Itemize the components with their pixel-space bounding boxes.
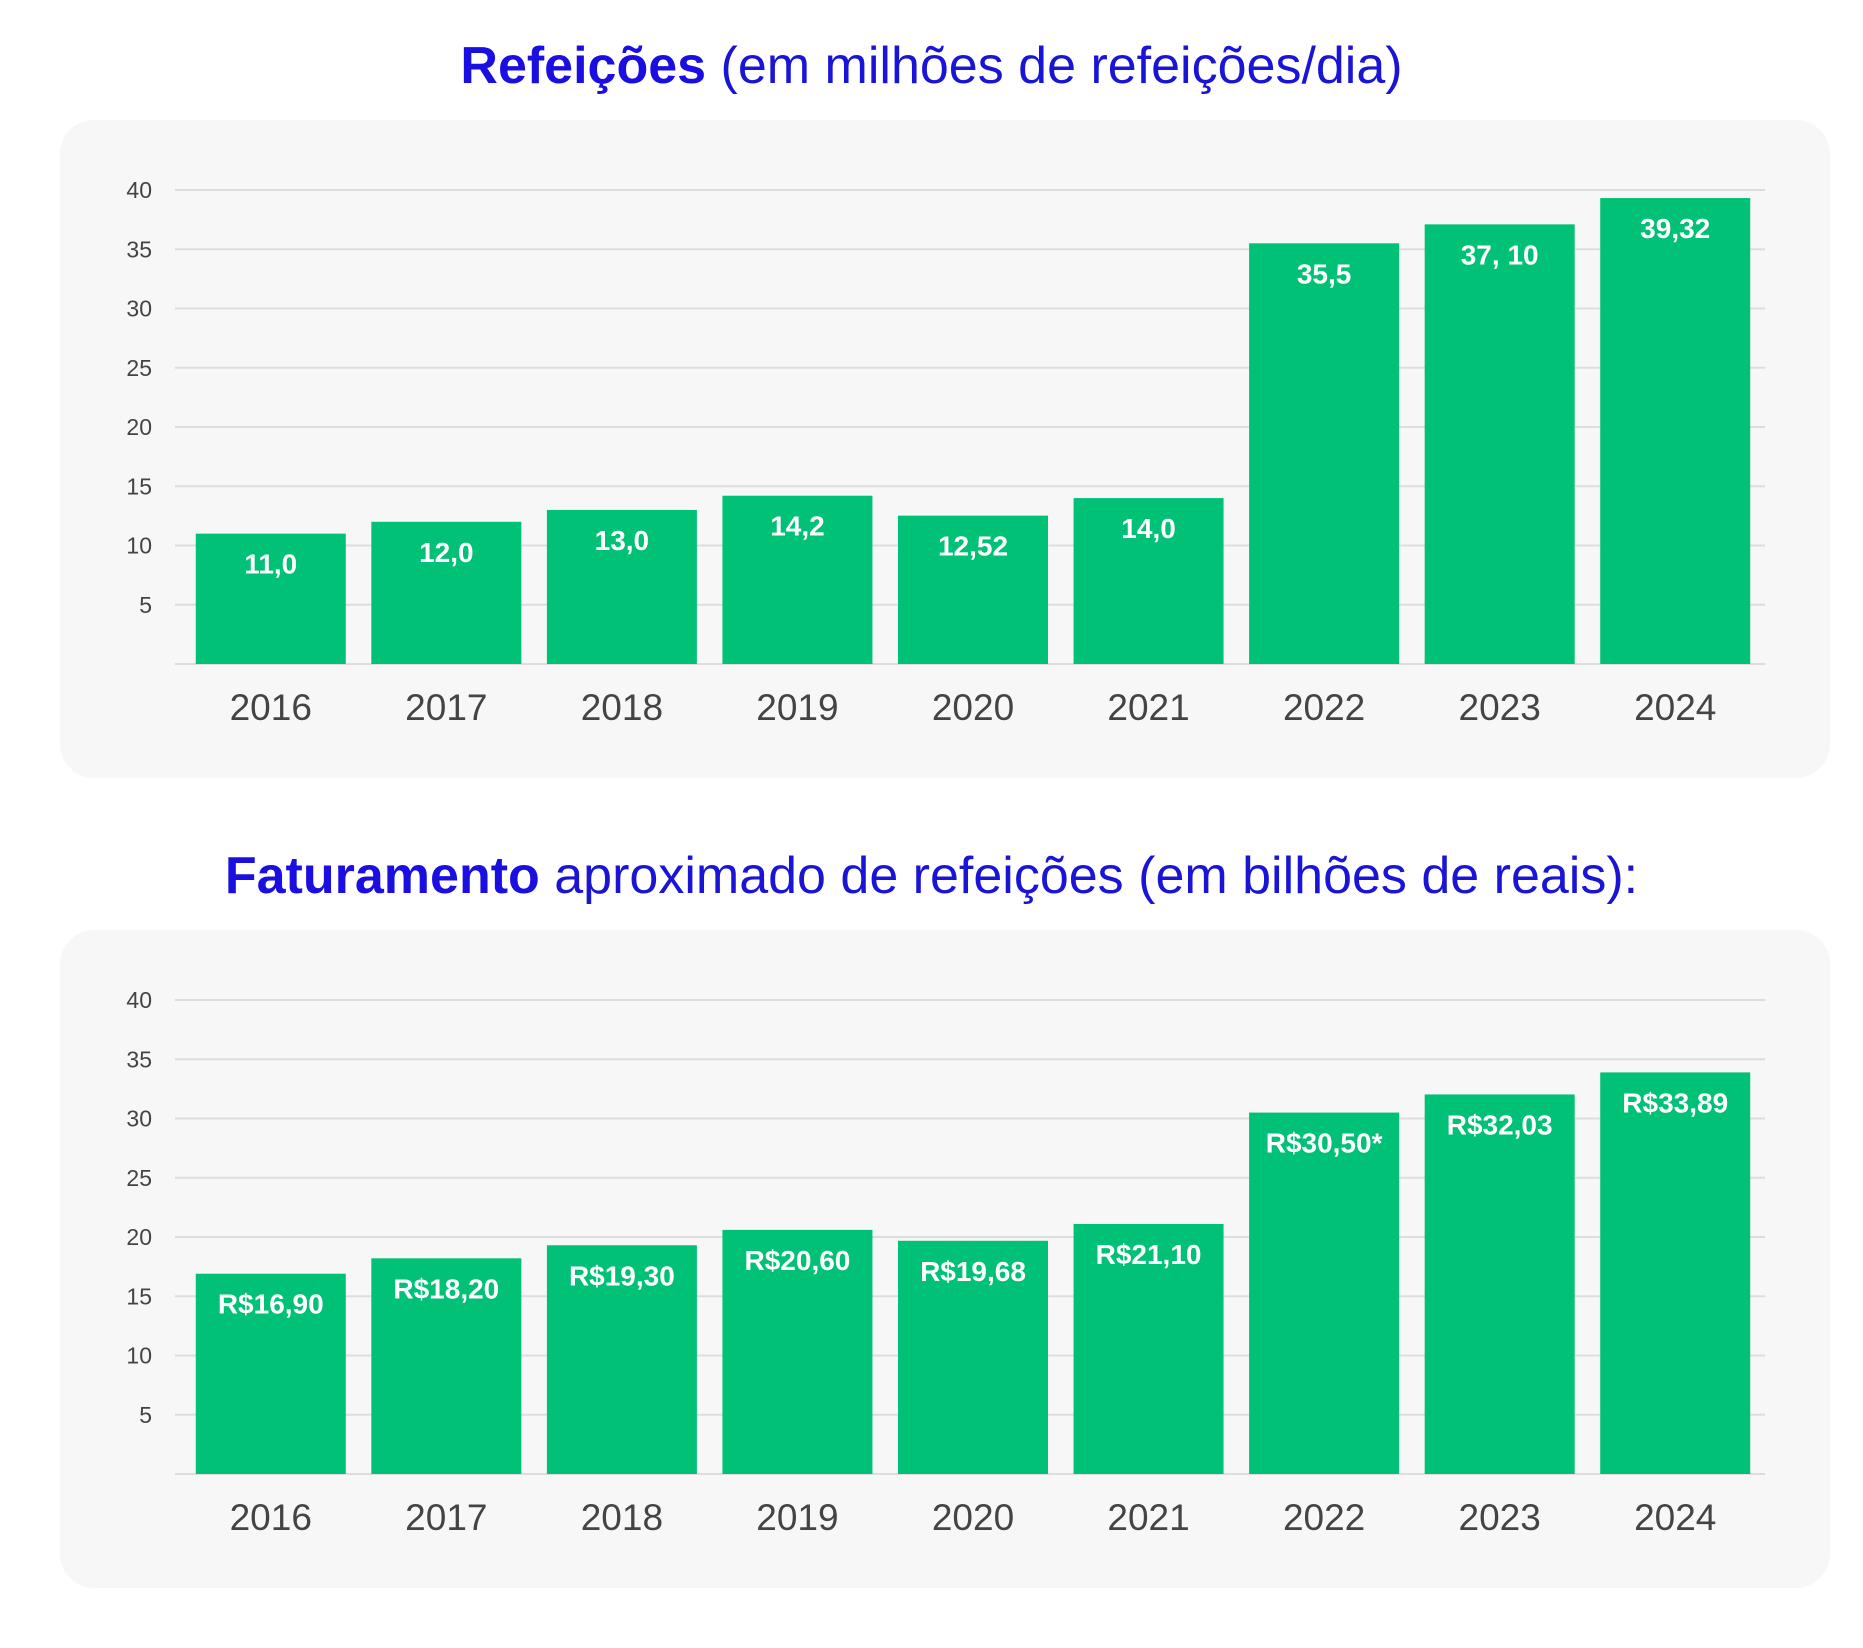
chart-2-ytick-label: 15 [126,1283,152,1309]
chart-2-title: Faturamento aproximado de refeições (em … [0,846,1863,906]
chart-1-ytick-label: 20 [126,414,152,440]
chart-2-bar-2020 [898,1240,1048,1474]
chart-2-card: 5 10 15 20 25 30 35 40 R$16,90 2016 R$18,20 2017 R$1… [60,930,1830,1588]
chart-1-x-label-2020: 2020 [932,687,1014,728]
chart-1-bar-2019 [722,495,873,664]
chart-2-x-label-2019: 2019 [756,1497,838,1538]
chart-2-bar-2022 [1249,1112,1400,1474]
chart-1-bar-2017 [371,521,522,664]
chart-2-bar-2018 [546,1245,697,1474]
chart-2-data-label-2019: R$20,60 [745,1245,851,1276]
chart-1-bar-2024 [1600,198,1751,665]
chart-1-bar-2016 [195,533,346,664]
chart-1-data-label-2017: 12,0 [419,537,474,568]
chart-1-x-label-2021: 2021 [1107,687,1189,728]
chart-2-ytick-label: 5 [139,1402,152,1428]
chart-1-data-label-2016: 11,0 [244,549,297,580]
chart-2-title-bold: Faturamento [224,847,540,905]
chart-1-bar-2018 [546,509,697,664]
chart-2-data-label-2024: R$33,89 [1622,1087,1728,1118]
chart-2-ytick-label: 20 [126,1224,152,1250]
chart-2-x-label-2021: 2021 [1107,1497,1189,1538]
chart-1-x-label-2023: 2023 [1459,687,1541,728]
chart-1-x-label-2024: 2024 [1634,687,1716,728]
chart-1-bar-2023 [1424,224,1575,664]
chart-1-ytick-label: 5 [139,592,152,618]
chart-1-title: Refeições (em milhões de refeições/dia) [0,36,1863,96]
chart-1-card: 5 10 15 20 25 30 35 40 11,0 2016 12,0 2017 13,0 2018 1… [60,120,1830,778]
chart-1-x-label-2019: 2019 [756,687,838,728]
chart-2-data-label-2017: R$18,20 [393,1273,499,1304]
chart-1-data-label-2021: 14,0 [1121,513,1176,544]
chart-1-title-rest: (em milhões de refeições/dia) [706,37,1403,95]
chart-1-bar-2021 [1073,498,1224,664]
chart-2-data-label-2016: R$16,90 [218,1289,324,1320]
chart-2-bar-2019 [722,1229,873,1474]
chart-1-x-label-2017: 2017 [405,687,487,728]
chart-1-plot: 5 10 15 20 25 30 35 40 11,0 2016 12,0 2017 13,0 2018 1… [126,177,1765,728]
chart-2-plot: 5 10 15 20 25 30 35 40 R$16,90 2016 R$18,20 2017 R$1… [126,987,1765,1538]
chart-2-x-label-2016: 2016 [230,1497,312,1538]
chart-1-ytick-label: 15 [126,473,152,499]
chart-2-data-label-2023: R$32,03 [1447,1109,1553,1140]
chart-1-x-label-2016: 2016 [230,687,312,728]
chart-1-ytick-label: 30 [126,296,152,322]
chart-2-ytick-label: 10 [126,1343,152,1369]
chart-2-x-label-2017: 2017 [405,1497,487,1538]
chart-2-data-label-2018: R$19,30 [569,1260,675,1291]
chart-2-x-label-2024: 2024 [1634,1497,1716,1538]
chart-2-bar-2016 [195,1273,346,1474]
chart-2-ytick-label: 40 [126,987,152,1013]
chart-2-ytick-label: 25 [126,1165,152,1191]
chart-1-data-label-2019: 14,2 [770,511,825,542]
chart-1-data-label-2018: 13,0 [595,525,650,556]
chart-2-x-label-2022: 2022 [1283,1497,1365,1538]
chart-1-ytick-label: 25 [126,355,152,381]
chart-2-bar-2021 [1073,1223,1224,1474]
chart-1-data-label-2024: 39,32 [1640,213,1710,244]
chart-1-ytick-label: 40 [126,177,152,203]
chart-1-bar-2022 [1249,243,1400,664]
chart-1-bar-2020 [898,515,1048,664]
chart-2-ytick-label: 30 [126,1106,152,1132]
chart-2-x-label-2020: 2020 [932,1497,1014,1538]
chart-1-ytick-label: 10 [126,533,152,559]
chart-2-bar-2024 [1600,1072,1751,1474]
chart-1-data-label-2022: 35,5 [1297,258,1352,289]
chart-2-bar-2017 [371,1258,522,1474]
chart-2-data-label-2021: R$21,10 [1096,1239,1202,1270]
chart-2-title-rest: aproximado de refeições (em bilhões de r… [539,847,1639,905]
chart-2-x-label-2023: 2023 [1459,1497,1541,1538]
chart-2-data-label-2022: R$30,50* [1266,1128,1383,1159]
chart-1-data-label-2020: 12,52 [938,531,1008,562]
chart-2-data-label-2020: R$19,68 [920,1256,1026,1287]
chart-1-x-label-2022: 2022 [1283,687,1365,728]
chart-2-x-label-2018: 2018 [581,1497,663,1538]
chart-1-data-label-2023: 37, 10 [1461,239,1539,270]
chart-1-x-label-2018: 2018 [581,687,663,728]
chart-2-bar-2023 [1424,1094,1575,1474]
chart-1-title-bold: Refeições [460,37,707,95]
chart-1-ytick-label: 35 [126,236,152,262]
chart-2-ytick-label: 35 [126,1046,152,1072]
